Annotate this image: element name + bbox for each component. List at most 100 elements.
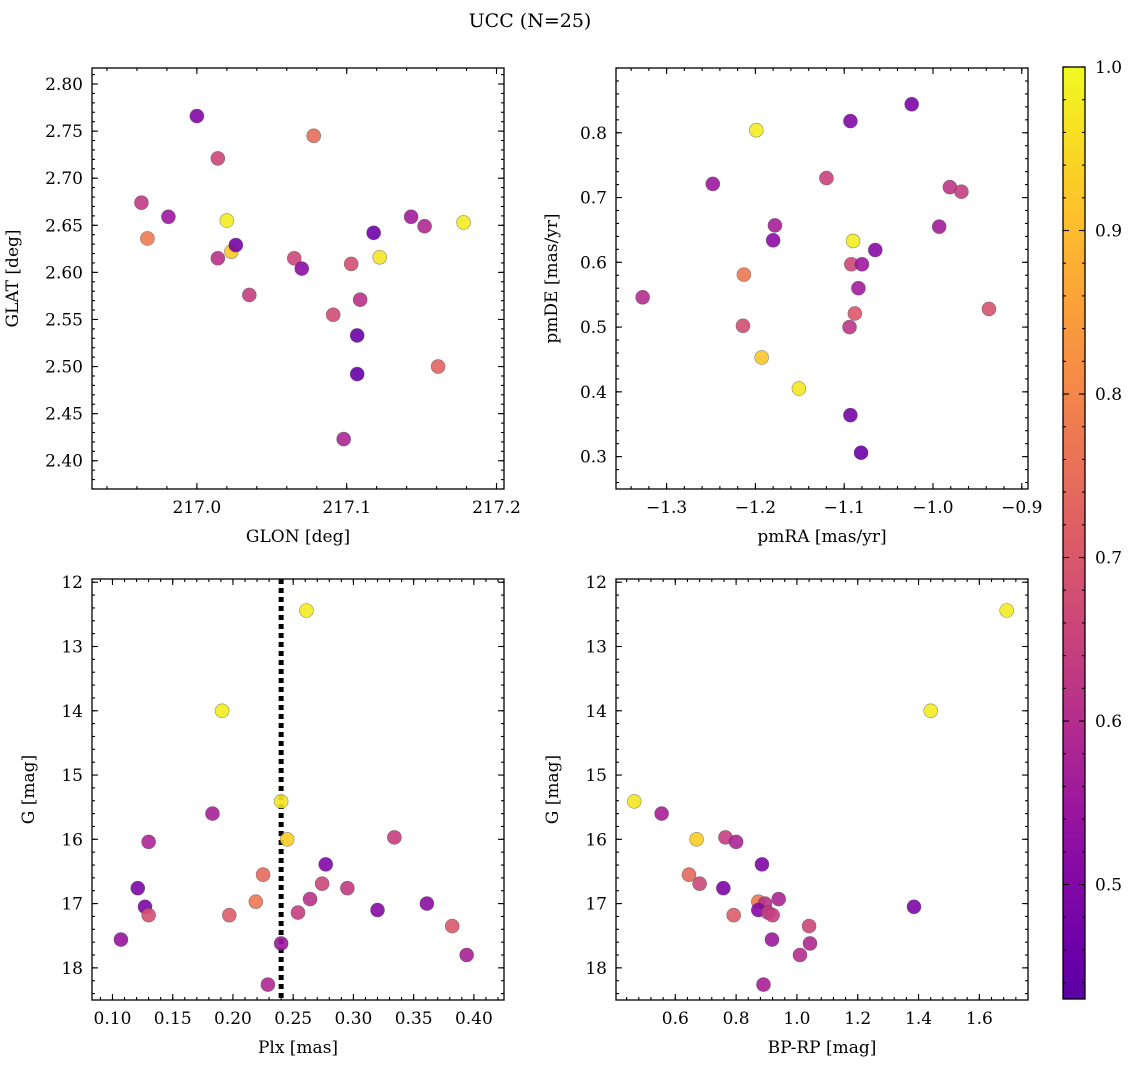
- data-point: [654, 806, 669, 821]
- data-point: [867, 242, 883, 258]
- data-point: [726, 907, 741, 923]
- data-point: [853, 445, 869, 461]
- data-point: [299, 603, 314, 618]
- data-point: [906, 899, 922, 915]
- y-tick-label: 16: [61, 830, 83, 850]
- data-point: [802, 936, 818, 951]
- data-point: [205, 806, 220, 821]
- data-point: [242, 287, 257, 303]
- x-tick-label: 0.8: [723, 1009, 750, 1029]
- data-point: [456, 215, 471, 230]
- y-tick-label: 0.7: [580, 189, 607, 209]
- data-layer: [635, 96, 997, 461]
- data-point: [113, 932, 129, 947]
- x-tick-label: 0.6: [662, 1009, 689, 1029]
- y-tick-label: 17: [61, 895, 83, 915]
- x-tick-label: 217.1: [322, 498, 371, 518]
- x-tick-label: 0.35: [395, 1009, 433, 1029]
- y-tick-label: 2.65: [45, 216, 83, 236]
- data-point: [692, 876, 707, 891]
- data-point: [843, 113, 858, 129]
- data-point: [923, 703, 939, 719]
- colorbar-tick-label: 0.8: [1095, 385, 1122, 405]
- data-point: [681, 867, 697, 882]
- y-tick-label: 13: [585, 637, 607, 657]
- data-point: [387, 830, 402, 845]
- data-point: [306, 128, 322, 144]
- data-point: [635, 289, 650, 305]
- data-point: [419, 896, 435, 911]
- data-point: [689, 832, 704, 847]
- x-tick-label: 0.15: [154, 1009, 192, 1029]
- data-point: [735, 318, 751, 334]
- y-tick-label: 2.80: [45, 75, 83, 95]
- data-point: [290, 905, 306, 920]
- data-point: [754, 857, 770, 872]
- data-point: [134, 195, 149, 210]
- y-tick-label: 17: [585, 895, 607, 915]
- data-point: [222, 907, 237, 923]
- y-tick-label: 2.60: [45, 263, 83, 283]
- data-layer: [134, 108, 471, 447]
- axes-frame: [91, 578, 505, 1001]
- data-point: [843, 407, 858, 423]
- data-point: [366, 225, 381, 241]
- data-point: [430, 359, 446, 374]
- data-point: [904, 96, 919, 112]
- data-point: [214, 703, 230, 719]
- data-point: [352, 292, 368, 307]
- x-tick-label: 0.10: [94, 1009, 132, 1029]
- axes-frame: [615, 578, 1029, 1001]
- data-point: [771, 891, 786, 907]
- data-point: [417, 218, 432, 234]
- data-point: [954, 184, 969, 200]
- data-point: [370, 902, 385, 918]
- data-point: [340, 880, 355, 896]
- y-tick-label: 2.55: [45, 310, 83, 330]
- x-tick-label: 0.30: [334, 1009, 372, 1029]
- data-point: [294, 261, 310, 276]
- data-point: [210, 250, 226, 266]
- data-point: [931, 219, 947, 234]
- data-point: [248, 894, 264, 909]
- x-axis-label: GLON [deg]: [246, 527, 350, 547]
- data-point: [819, 170, 834, 186]
- axes-frame: [91, 67, 505, 490]
- data-point: [279, 832, 295, 847]
- y-tick-label: 2.50: [45, 358, 83, 378]
- data-point: [318, 857, 334, 872]
- data-point: [444, 918, 460, 934]
- data-point: [767, 218, 783, 233]
- data-point: [765, 907, 780, 923]
- axes-frame: [615, 67, 1029, 490]
- data-point: [141, 907, 156, 923]
- colorbar-frame: [1062, 66, 1086, 1000]
- y-tick-label: 2.45: [45, 405, 83, 425]
- y-axis-label: GLAT [deg]: [3, 229, 23, 327]
- data-point: [626, 794, 642, 809]
- y-axis-label: G [mag]: [19, 755, 39, 824]
- x-tick-label: 1.6: [966, 1009, 993, 1029]
- data-point: [260, 977, 276, 992]
- data-point: [754, 350, 769, 365]
- colorbar: 0.5 0.6 0.7 0.8 0.9 1.0: [1062, 58, 1122, 1000]
- data-point: [140, 231, 155, 246]
- y-tick-label: 12: [61, 573, 83, 593]
- scatter-panels: 217.0 217.1 217.2 2.40 2.45 2.50 2.55 2.60 2.65 2…: [3, 67, 1042, 1058]
- data-point: [325, 307, 341, 323]
- data-point: [302, 891, 318, 907]
- panel-2: −1.3 −1.2 −1.1 −1.0 −0.9 0.3 0.4 0.5 0.6 0.7 0.8 pm…: [542, 67, 1042, 547]
- data-point: [189, 108, 205, 124]
- x-tick-label: 0.25: [274, 1009, 312, 1029]
- colorbar-gradient: [1063, 67, 1085, 999]
- y-tick-label: 0.4: [580, 383, 607, 403]
- data-point: [161, 209, 176, 225]
- data-point: [343, 256, 359, 272]
- x-tick-label: −1.0: [912, 498, 953, 518]
- data-point: [748, 122, 764, 138]
- data-point: [851, 280, 866, 296]
- x-axis-label: pmRA [mas/yr]: [757, 527, 886, 547]
- y-tick-label: 0.5: [580, 318, 607, 338]
- data-point: [728, 834, 744, 850]
